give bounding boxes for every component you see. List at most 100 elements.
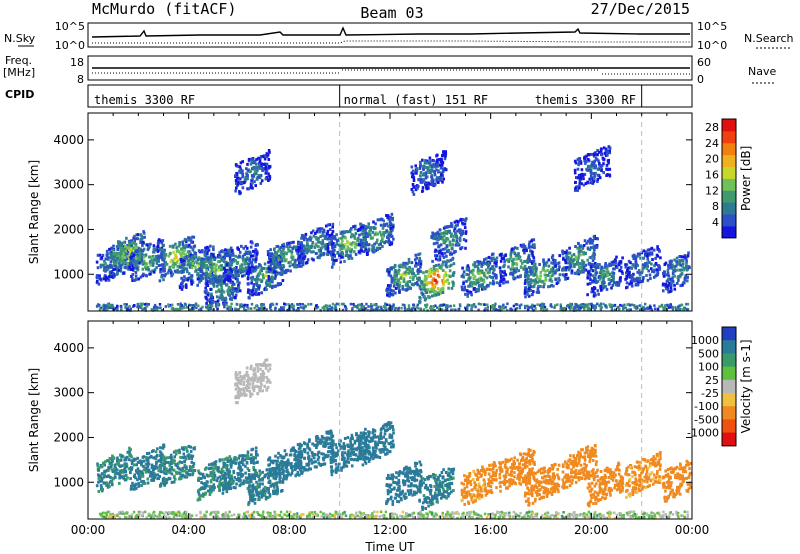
data-cell xyxy=(683,307,687,310)
data-cell xyxy=(313,245,317,249)
data-cell xyxy=(639,308,642,312)
data-cell xyxy=(680,268,683,272)
data-cell xyxy=(612,263,616,267)
data-cell xyxy=(586,306,590,309)
colorbar-tick-label: 24 xyxy=(705,137,719,150)
data-cell xyxy=(671,263,674,267)
data-cell xyxy=(444,238,447,242)
data-cell xyxy=(391,307,394,310)
data-cell xyxy=(568,266,571,270)
data-cell xyxy=(638,276,642,280)
data-cell xyxy=(98,303,101,307)
data-cell xyxy=(237,248,240,251)
data-cell xyxy=(614,260,618,264)
data-cell xyxy=(340,302,344,306)
data-cell xyxy=(447,230,450,234)
data-cell xyxy=(384,305,387,309)
data-cell xyxy=(530,239,533,243)
data-cell xyxy=(581,269,585,273)
data-cell xyxy=(673,269,677,273)
data-cell xyxy=(104,278,108,282)
data-cell xyxy=(387,270,391,274)
data-cell xyxy=(229,272,232,276)
data-cell xyxy=(392,289,395,293)
data-cell xyxy=(236,180,240,184)
data-cell xyxy=(680,272,684,276)
data-cell xyxy=(619,265,623,269)
data-cell xyxy=(645,263,649,267)
data-cell xyxy=(485,268,488,272)
data-cell xyxy=(549,275,552,279)
data-cell xyxy=(668,260,672,264)
data-cell xyxy=(254,267,258,271)
data-cell xyxy=(589,278,592,282)
data-cell xyxy=(447,282,451,285)
data-cell xyxy=(245,177,249,181)
data-cell xyxy=(599,286,602,290)
data-cell xyxy=(183,237,187,241)
data-cell xyxy=(268,150,271,154)
data-cell xyxy=(550,283,553,287)
data-cell xyxy=(254,288,258,291)
data-cell xyxy=(684,266,687,270)
data-cell xyxy=(529,249,532,253)
data-cell xyxy=(584,263,587,267)
data-cell xyxy=(160,275,163,279)
data-cell xyxy=(531,269,535,273)
data-cell xyxy=(446,249,449,253)
data-cell xyxy=(274,284,278,288)
data-cell xyxy=(671,275,675,279)
data-cell xyxy=(282,247,285,251)
data-cell xyxy=(291,258,294,261)
data-cell xyxy=(398,290,401,294)
data-cell xyxy=(429,267,433,271)
data-cell xyxy=(319,249,323,253)
data-cell xyxy=(502,278,506,282)
data-cell xyxy=(388,307,391,311)
data-cell xyxy=(537,291,541,294)
data-cell xyxy=(625,286,628,290)
data-cell xyxy=(651,269,654,273)
data-cell xyxy=(346,245,350,249)
data-cell xyxy=(113,472,117,476)
data-cell xyxy=(300,236,303,240)
data-cell xyxy=(449,275,452,279)
data-cell xyxy=(262,276,265,280)
data-cell xyxy=(632,272,635,276)
data-cell xyxy=(569,260,572,264)
data-cell xyxy=(276,282,280,286)
data-cell xyxy=(258,284,261,288)
data-cell xyxy=(167,254,171,258)
data-cell xyxy=(610,286,613,290)
data-cell xyxy=(372,308,375,312)
data-cell xyxy=(227,248,230,252)
nave-label: Nave xyxy=(748,65,776,78)
data-cell xyxy=(267,172,270,176)
data-cell xyxy=(609,263,613,267)
data-cell xyxy=(476,260,479,263)
data-cell xyxy=(234,259,237,263)
data-cell xyxy=(249,162,253,166)
data-cell xyxy=(531,272,534,276)
data-cell xyxy=(433,284,436,288)
data-cell xyxy=(537,284,540,288)
data-cell xyxy=(604,304,607,308)
data-cell xyxy=(545,260,549,264)
data-cell xyxy=(589,273,592,277)
data-cell xyxy=(320,252,323,256)
data-cell xyxy=(383,241,387,245)
data-cell xyxy=(302,252,306,256)
data-cell xyxy=(528,258,531,262)
data-cell xyxy=(487,261,491,265)
data-cell xyxy=(244,245,248,248)
data-cell xyxy=(397,308,400,311)
data-cell xyxy=(446,304,449,307)
data-cell xyxy=(654,256,657,260)
data-cell xyxy=(427,161,430,165)
data-cell xyxy=(354,245,357,249)
data-cell xyxy=(426,184,430,187)
data-cell xyxy=(245,167,248,171)
data-cell xyxy=(596,180,599,183)
data-cell xyxy=(435,280,439,284)
data-cell xyxy=(393,308,397,311)
